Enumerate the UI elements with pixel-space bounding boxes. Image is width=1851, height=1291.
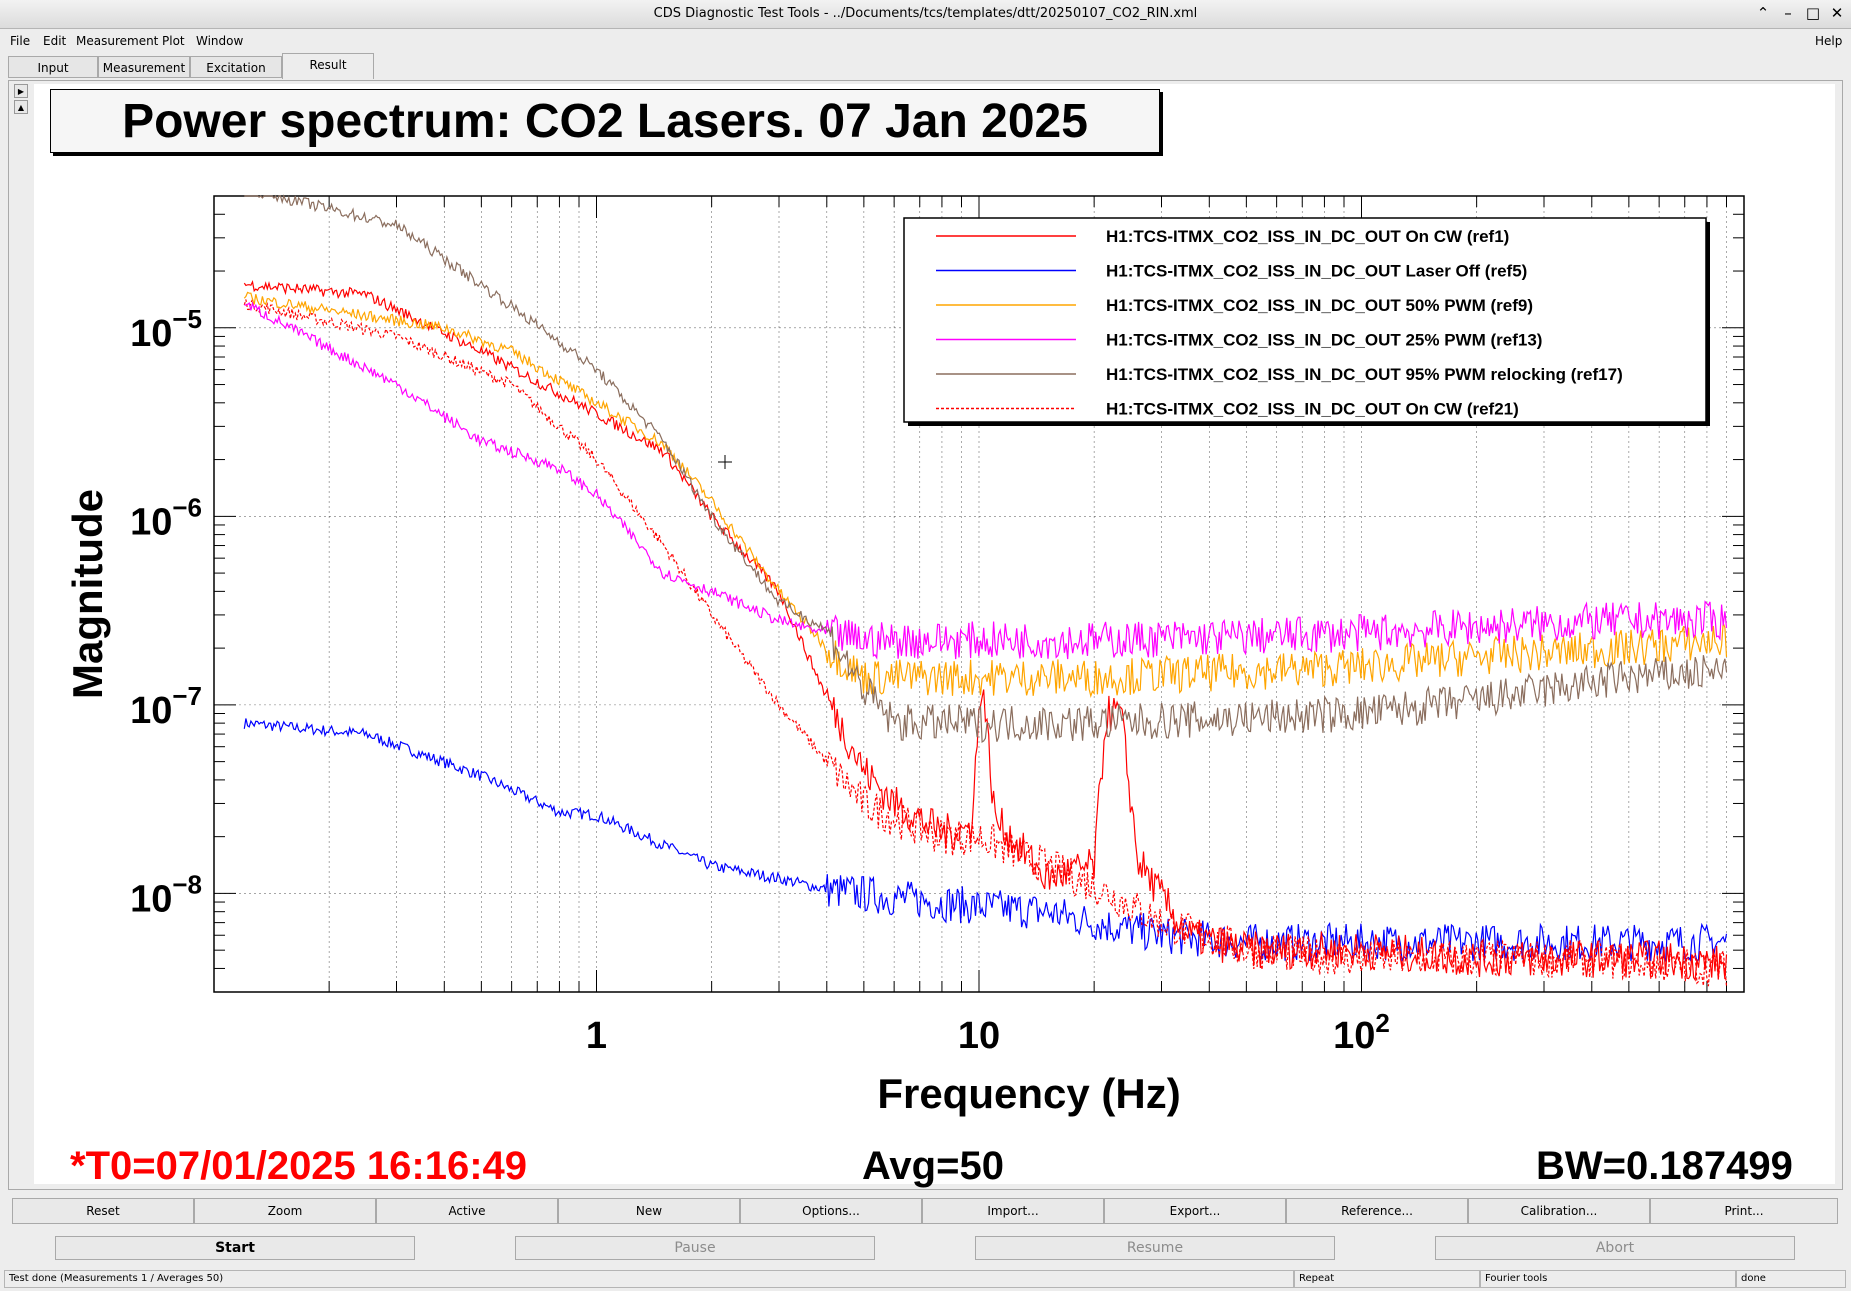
export-button[interactable]: Export... bbox=[1104, 1198, 1286, 1224]
series-line-ref9 bbox=[243, 291, 1728, 699]
legend: H1:TCS-ITMX_CO2_ISS_IN_DC_OUT On CW (ref… bbox=[903, 217, 1710, 426]
reset-button[interactable]: Reset bbox=[12, 1198, 194, 1224]
plot-button-row: Reset Zoom Active New Options... Import.… bbox=[12, 1198, 1838, 1224]
window-maximize-button[interactable]: □ bbox=[1805, 4, 1821, 22]
tab-excitation[interactable]: Excitation bbox=[190, 56, 282, 78]
menu-measurement[interactable]: Measurement bbox=[76, 34, 159, 48]
abort-button[interactable]: Abort bbox=[1435, 1236, 1795, 1260]
x-tick-label: 10 bbox=[958, 1015, 1000, 1057]
status-tool: Fourier tools bbox=[1480, 1270, 1736, 1288]
series-line-ref5 bbox=[243, 718, 1728, 963]
legend-entry: H1:TCS-ITMX_CO2_ISS_IN_DC_OUT 25% PWM (r… bbox=[1106, 331, 1542, 350]
legend-entry: H1:TCS-ITMX_CO2_ISS_IN_DC_OUT 95% PWM re… bbox=[1106, 365, 1623, 384]
x-tick-label: 1 bbox=[586, 1015, 607, 1057]
series-line-ref17 bbox=[244, 194, 1728, 744]
legend-entry: H1:TCS-ITMX_CO2_ISS_IN_DC_OUT On CW (ref… bbox=[1106, 227, 1509, 246]
y-tick-label: 10−8 bbox=[130, 869, 202, 920]
status-bar: Test done (Measurements 1 / Averages 50)… bbox=[0, 1270, 1851, 1290]
plot-title-box: Power spectrum: CO2 Lasers. 07 Jan 2025 bbox=[50, 89, 1160, 153]
status-state: done bbox=[1736, 1270, 1846, 1288]
control-button-row: Start Pause Resume Abort bbox=[0, 1236, 1851, 1264]
x-axis-label: Frequency (Hz) bbox=[877, 1070, 1180, 1117]
bw-label: BW=0.187499 bbox=[1536, 1144, 1793, 1188]
legend-entry: H1:TCS-ITMX_CO2_ISS_IN_DC_OUT On CW (ref… bbox=[1106, 400, 1519, 419]
series-line-ref21 bbox=[243, 297, 1728, 987]
menu-help[interactable]: Help bbox=[1815, 34, 1843, 48]
menu-edit[interactable]: Edit bbox=[43, 34, 67, 48]
options-button[interactable]: Options... bbox=[740, 1198, 922, 1224]
zoom-button[interactable]: Zoom bbox=[194, 1198, 376, 1224]
window-minimize-button[interactable]: – bbox=[1784, 4, 1792, 22]
window-shade-button[interactable]: ⌃ bbox=[1756, 4, 1770, 22]
legend-entry: H1:TCS-ITMX_CO2_ISS_IN_DC_OUT 50% PWM (r… bbox=[1106, 296, 1533, 315]
x-tick-label: 102 bbox=[1333, 1008, 1390, 1057]
legend-box bbox=[903, 217, 1707, 423]
menu-plot[interactable]: Plot bbox=[162, 34, 185, 48]
window-close-button[interactable]: ✕ bbox=[1830, 4, 1844, 22]
menu-window[interactable]: Window bbox=[196, 34, 244, 48]
y-tick-label: 10−6 bbox=[130, 492, 202, 543]
y-tick-label: 10−5 bbox=[130, 304, 202, 355]
window-titlebar: CDS Diagnostic Test Tools - ../Documents… bbox=[0, 0, 1851, 29]
tab-measurement[interactable]: Measurement bbox=[98, 56, 190, 78]
status-message: Test done (Measurements 1 / Averages 50) bbox=[4, 1270, 1294, 1288]
new-button[interactable]: New bbox=[558, 1198, 740, 1224]
pause-button[interactable]: Pause bbox=[515, 1236, 875, 1260]
t0-label: *T0=07/01/2025 16:16:49 bbox=[70, 1144, 528, 1188]
menu-bar: File Edit Measurement Plot Window Help bbox=[0, 30, 1851, 52]
active-button[interactable]: Active bbox=[376, 1198, 558, 1224]
status-repeat: Repeat bbox=[1294, 1270, 1480, 1288]
y-axis-label: Magnitude bbox=[64, 489, 111, 699]
series-line-ref1 bbox=[243, 280, 1728, 982]
import-button[interactable]: Import... bbox=[922, 1198, 1104, 1224]
calibration-button[interactable]: Calibration... bbox=[1468, 1198, 1650, 1224]
start-button[interactable]: Start bbox=[55, 1236, 415, 1260]
resume-button[interactable]: Resume bbox=[975, 1236, 1335, 1260]
result-panel bbox=[8, 80, 1843, 1190]
tab-result[interactable]: Result bbox=[282, 53, 374, 79]
legend-entry: H1:TCS-ITMX_CO2_ISS_IN_DC_OUT Laser Off … bbox=[1106, 262, 1527, 281]
plot-title: Power spectrum: CO2 Lasers. 07 Jan 2025 bbox=[122, 95, 1088, 148]
series-line-ref13 bbox=[244, 301, 1728, 660]
reference-button[interactable]: Reference... bbox=[1286, 1198, 1468, 1224]
menu-file[interactable]: File bbox=[10, 34, 31, 48]
print-button[interactable]: Print... bbox=[1650, 1198, 1838, 1224]
scroll-right-arrow-icon[interactable]: ▶ bbox=[14, 84, 28, 98]
y-tick-label: 10−7 bbox=[130, 681, 202, 732]
window-title: CDS Diagnostic Test Tools - ../Documents… bbox=[653, 6, 1198, 21]
tab-input[interactable]: Input bbox=[8, 56, 98, 78]
scroll-up-arrow-icon[interactable]: ▲ bbox=[14, 100, 28, 114]
avg-label: Avg=50 bbox=[862, 1144, 1004, 1188]
